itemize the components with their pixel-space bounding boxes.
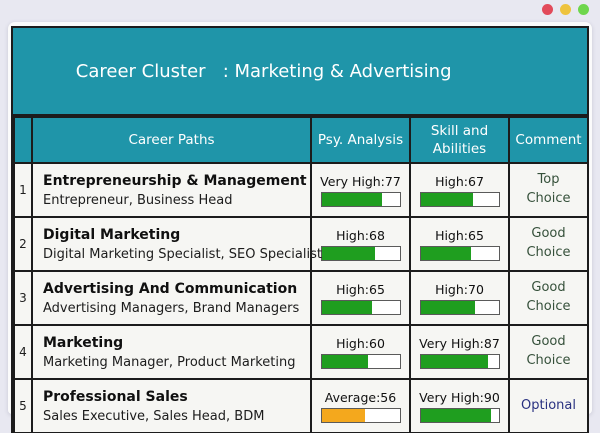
title-bar: Career Cluster : Marketing & Advertising [13,28,587,116]
psy-score-label: High:65 [336,281,385,297]
table-header-row: Career Paths Psy. Analysis Skill and Abi… [13,116,589,164]
skill-abilities-cell: High:65 [409,216,510,272]
skill-progress-bar [419,299,500,315]
column-header-number [13,116,33,164]
table-row: 4 Marketing Marketing Manager, Product M… [13,324,589,380]
skill-progress-bar [419,353,500,369]
skill-score-label: Very High:87 [419,335,500,351]
career-subtitle: Sales Executive, Sales Head, BDM [43,408,265,424]
window-dot-green-icon[interactable] [578,4,589,15]
skill-score-label: Very High:90 [419,389,500,405]
row-number: 5 [13,378,33,433]
psy-analysis-cell: High:65 [310,270,411,326]
career-title: Advertising And Communication [43,280,298,297]
window-controls [542,4,589,15]
skill-abilities-cell: Very High:87 [409,324,510,380]
psy-score-label: High:68 [336,227,385,243]
psy-progress-bar [320,407,401,423]
progress-fill [321,354,369,368]
career-subtitle: Entrepreneur, Business Head [43,192,233,208]
psy-score-label: Average:56 [324,389,397,405]
progress-fill [420,192,473,206]
page-title: Career Cluster : Marketing & Advertising [75,61,452,82]
psy-progress-bar [320,191,401,207]
career-title: Professional Sales [43,388,188,405]
row-number: 3 [13,270,33,326]
table-row: 2 Digital Marketing Digital Marketing Sp… [13,216,589,272]
psy-progress-bar [320,299,401,315]
skill-score-label: High:67 [435,173,484,189]
table-row: 1 Entrepreneurship & Management Entrepre… [13,162,589,218]
career-subtitle: Marketing Manager, Product Marketing [43,354,296,370]
career-table: Career Paths Psy. Analysis Skill and Abi… [13,116,589,433]
career-title: Entrepreneurship & Management [43,172,307,189]
psy-analysis-cell: High:60 [310,324,411,380]
psy-analysis-cell: Very High:77 [310,162,411,218]
table-row: 3 Advertising And Communication Advertis… [13,270,589,326]
career-title: Marketing [43,334,124,351]
progress-fill [420,408,491,422]
window-dot-yellow-icon[interactable] [560,4,571,15]
skill-abilities-cell: High:70 [409,270,510,326]
progress-fill [420,354,489,368]
column-header-psy-analysis: Psy. Analysis [310,116,411,164]
career-path-cell: Professional Sales Sales Executive, Sale… [31,378,312,433]
comment-label: Good Choice [508,270,589,326]
skill-abilities-cell: High:67 [409,162,510,218]
career-subtitle: Digital Marketing Specialist, SEO Specia… [43,246,322,262]
psy-score-label: Very High:77 [320,173,401,189]
career-path-cell: Digital Marketing Digital Marketing Spec… [31,216,322,272]
comment-label: Optional [508,378,589,433]
career-cluster-table-frame: Career Cluster : Marketing & Advertising… [11,26,589,433]
app-window: Career Cluster : Marketing & Advertising… [8,22,592,433]
row-number: 2 [13,216,33,272]
comment-label: Good Choice [508,216,589,272]
table-row: 5 Professional Sales Sales Executive, Sa… [13,378,589,433]
career-title: Digital Marketing [43,226,181,243]
progress-fill [420,246,472,260]
progress-fill [321,408,366,422]
psy-analysis-cell: High:68 [310,216,411,272]
progress-fill [321,300,373,314]
career-subtitle: Advertising Managers, Brand Managers [43,300,300,316]
career-path-cell: Marketing Marketing Manager, Product Mar… [31,324,312,380]
progress-fill [321,246,375,260]
skill-progress-bar [419,245,500,261]
column-header-career-paths: Career Paths [31,116,312,164]
skill-progress-bar [419,191,500,207]
skill-score-label: High:70 [435,281,484,297]
comment-label: Top Choice [508,162,589,218]
progress-fill [321,192,382,206]
skill-progress-bar [419,407,500,423]
progress-fill [420,300,476,314]
row-number: 4 [13,324,33,380]
career-path-cell: Advertising And Communication Advertisin… [31,270,312,326]
comment-label: Good Choice [508,324,589,380]
column-header-comment: Comment [508,116,589,164]
window-dot-red-icon[interactable] [542,4,553,15]
career-path-cell: Entrepreneurship & Management Entreprene… [31,162,312,218]
column-header-skill-abilities: Skill and Abilities [409,116,510,164]
psy-progress-bar [320,353,401,369]
row-number: 1 [13,162,33,218]
psy-analysis-cell: Average:56 [310,378,411,433]
psy-progress-bar [320,245,401,261]
psy-score-label: High:60 [336,335,385,351]
skill-abilities-cell: Very High:90 [409,378,510,433]
skill-score-label: High:65 [435,227,484,243]
